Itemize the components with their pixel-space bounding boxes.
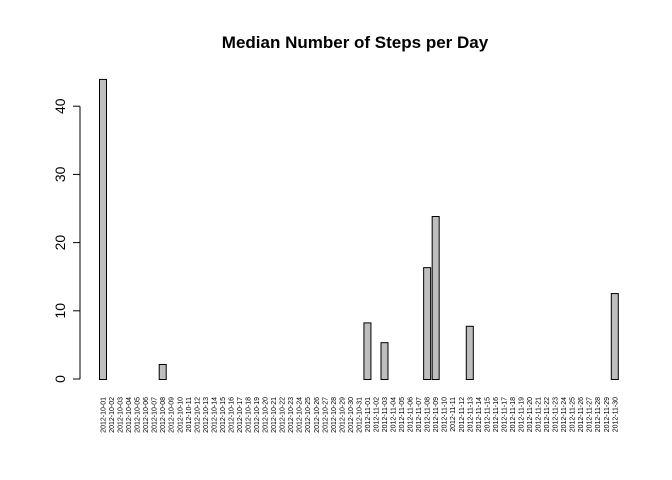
y-tick-label: 0 [52,375,68,383]
x-tick-label: 2012-10-27 [322,397,329,433]
x-tick-label: 2012-10-29 [339,397,346,433]
x-tick-label: 2012-11-22 [544,397,551,432]
x-tick-label: 2012-10-19 [254,397,261,433]
x-tick-label: 2012-11-12 [459,397,466,432]
x-tick-label: 2012-11-17 [501,397,508,432]
x-tick-label: 2012-10-16 [228,397,235,433]
x-tick-label: 2012-10-12 [194,397,201,433]
x-tick-label: 2012-11-05 [399,397,406,432]
x-tick-label: 2012-11-02 [373,397,380,432]
bar [158,363,167,381]
x-tick-labels: 2012-10-01 2012-10-02 2012-10-03 2012-10-04… [101,397,620,433]
bar [363,322,372,381]
x-tick-label: 2012-11-08 [425,397,432,432]
x-tick-label: 2012-10-13 [203,397,210,433]
x-tick-label: 2012-10-24 [297,397,304,433]
x-tick-label: 2012-10-15 [220,397,227,433]
chart-title: Median Number of Steps per Day [222,33,489,52]
x-tick-label: 2012-11-24 [561,397,568,432]
x-tick-label: 2012-10-17 [237,397,244,433]
x-tick-label: 2012-10-03 [118,397,125,433]
x-tick-label: 2012-10-22 [280,397,287,433]
x-tick-label: 2012-10-28 [331,397,338,433]
x-tick-label: 2012-11-29 [604,397,611,432]
x-tick-label: 2012-10-23 [288,397,295,433]
bar [610,293,619,380]
y-tick-label: 40 [52,98,68,114]
y-tick-label: 30 [52,166,68,182]
x-tick-label: 2012-11-25 [570,397,577,432]
x-tick-label: 2012-10-31 [356,397,363,433]
x-tick-label: 2012-11-18 [510,397,517,432]
bars [99,78,619,381]
x-tick-label: 2012-10-11 [186,397,193,432]
bar [431,216,440,380]
x-tick-label: 2012-11-10 [442,397,449,432]
x-tick-label: 2012-11-16 [493,397,500,432]
x-tick-label: 2012-11-26 [578,397,585,432]
x-tick-label: 2012-11-21 [536,397,543,432]
x-tick-label: 2012-10-18 [246,397,253,433]
x-tick-label: 2012-11-23 [553,397,560,432]
x-tick-label: 2012-10-25 [305,397,312,433]
x-tick-label: 2012-10-07 [152,397,159,433]
x-tick-label: 2012-10-10 [177,397,184,433]
x-tick-label: 2012-11-30 [612,397,619,432]
bar [380,342,389,380]
bar [465,325,474,380]
y-axis: 0 10 20 30 40 [52,98,81,383]
x-tick-label: 2012-11-15 [484,397,491,432]
x-tick-label: 2012-11-07 [416,397,423,432]
x-tick-label: 2012-11-11 [450,397,457,432]
x-tick-label: 2012-11-09 [433,397,440,432]
x-tick-label: 2012-10-20 [263,397,270,433]
x-tick-label: 2012-11-01 [365,397,372,432]
y-tick-label: 10 [52,303,68,319]
x-tick-label: 2012-11-03 [382,397,389,432]
x-tick-label: 2012-11-06 [408,397,415,432]
x-tick-label: 2012-11-04 [391,397,398,432]
x-tick-label: 2012-10-08 [160,397,167,433]
x-tick-label: 2012-10-01 [101,397,108,433]
bar [99,78,107,380]
x-tick-label: 2012-11-28 [595,397,602,432]
x-tick-label: 2012-10-14 [211,397,218,433]
x-tick-label: 2012-10-21 [271,397,278,433]
x-tick-label: 2012-10-05 [135,397,142,433]
x-tick-label: 2012-10-09 [169,397,176,433]
x-tick-label: 2012-10-04 [126,397,133,433]
x-tick-label: 2012-11-20 [527,397,534,432]
x-tick-label: 2012-10-02 [109,397,116,433]
x-tick-label: 2012-10-30 [348,397,355,433]
x-tick-label: 2012-11-14 [476,397,483,432]
y-tick-label: 20 [52,235,68,251]
x-tick-label: 2012-10-06 [143,397,150,433]
x-tick-label: 2012-11-13 [467,397,474,432]
x-tick-label: 2012-10-26 [314,397,321,433]
x-tick-label: 2012-11-19 [518,397,525,432]
bar [423,267,432,381]
x-tick-label: 2012-11-27 [587,397,594,432]
